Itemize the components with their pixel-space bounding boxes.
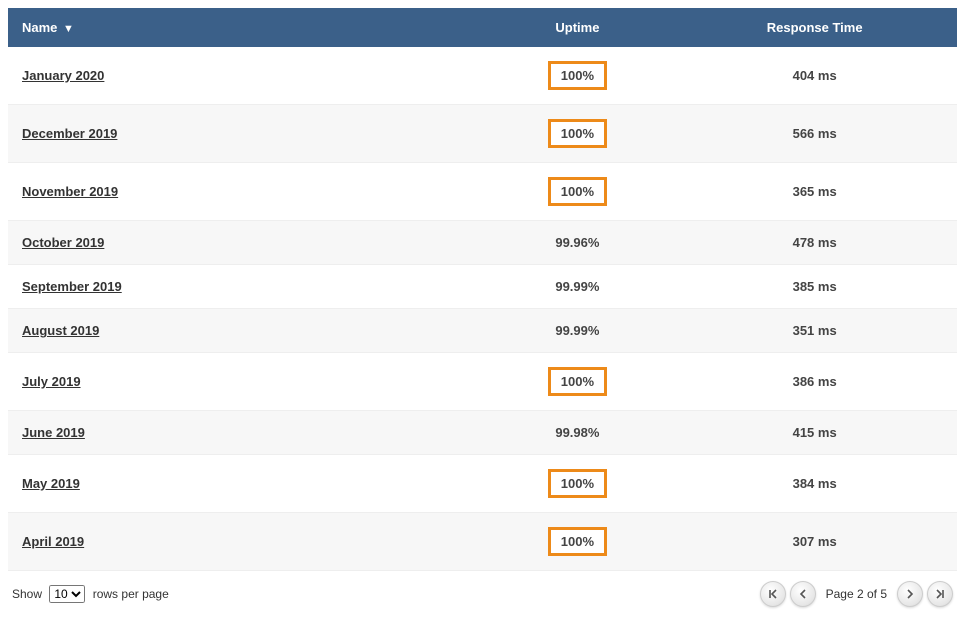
month-link[interactable]: December 2019 — [22, 126, 117, 141]
pager-prev-button[interactable] — [790, 581, 816, 607]
cell-uptime: 100% — [483, 105, 673, 163]
prev-page-icon — [797, 588, 809, 600]
cell-response: 566 ms — [672, 105, 957, 163]
cell-name: June 2019 — [8, 411, 483, 455]
pager-first-button[interactable] — [760, 581, 786, 607]
cell-name: November 2019 — [8, 163, 483, 221]
table-row: July 2019 100% 386 ms — [8, 353, 957, 411]
response-value: 351 ms — [793, 323, 837, 338]
cell-response: 385 ms — [672, 265, 957, 309]
column-header-response-label: Response Time — [767, 20, 863, 35]
cell-response: 478 ms — [672, 221, 957, 265]
uptime-value: 99.98% — [555, 425, 599, 440]
uptime-highlight-box: 100% — [548, 469, 607, 498]
month-link[interactable]: August 2019 — [22, 323, 99, 338]
pager-page-text: Page 2 of 5 — [826, 587, 887, 601]
table-body: January 2020 100% 404 ms December 2019 100% 5… — [8, 47, 957, 571]
uptime-highlight-box: 100% — [548, 177, 607, 206]
response-value: 566 ms — [793, 126, 837, 141]
column-header-name[interactable]: Name ▼ — [8, 8, 483, 47]
uptime-value: 99.99% — [555, 323, 599, 338]
rows-per-page-select[interactable]: 10 — [49, 585, 85, 603]
cell-uptime: 99.99% — [483, 265, 673, 309]
month-link[interactable]: January 2020 — [22, 68, 104, 83]
cell-name: January 2020 — [8, 47, 483, 105]
show-label-post: rows per page — [93, 587, 169, 601]
table-header-row: Name ▼ Uptime Response Time — [8, 8, 957, 47]
show-label-pre: Show — [12, 587, 42, 601]
column-header-uptime[interactable]: Uptime — [483, 8, 673, 47]
table-footer: Show 10 rows per page Page 2 of 5 — [8, 571, 957, 611]
month-link[interactable]: April 2019 — [22, 534, 84, 549]
cell-name: May 2019 — [8, 455, 483, 513]
sort-desc-icon: ▼ — [63, 23, 74, 35]
table-row: December 2019 100% 566 ms — [8, 105, 957, 163]
month-link[interactable]: September 2019 — [22, 279, 122, 294]
cell-uptime: 100% — [483, 353, 673, 411]
table-row: November 2019 100% 365 ms — [8, 163, 957, 221]
response-value: 385 ms — [793, 279, 837, 294]
response-value: 365 ms — [793, 184, 837, 199]
column-header-name-label: Name — [22, 20, 57, 35]
table-row: August 2019 99.99% 351 ms — [8, 309, 957, 353]
table-row: May 2019 100% 384 ms — [8, 455, 957, 513]
cell-response: 365 ms — [672, 163, 957, 221]
cell-name: August 2019 — [8, 309, 483, 353]
response-value: 384 ms — [793, 476, 837, 491]
cell-name: October 2019 — [8, 221, 483, 265]
table-row: June 2019 99.98% 415 ms — [8, 411, 957, 455]
response-value: 478 ms — [793, 235, 837, 250]
cell-response: 404 ms — [672, 47, 957, 105]
uptime-highlight-box: 100% — [548, 527, 607, 556]
uptime-highlight-box: 100% — [548, 367, 607, 396]
month-link[interactable]: June 2019 — [22, 425, 85, 440]
last-page-icon — [934, 588, 946, 600]
cell-uptime: 99.99% — [483, 309, 673, 353]
next-page-icon — [904, 588, 916, 600]
cell-uptime: 99.98% — [483, 411, 673, 455]
uptime-highlight-box: 100% — [548, 119, 607, 148]
cell-response: 307 ms — [672, 513, 957, 571]
cell-uptime: 100% — [483, 47, 673, 105]
response-value: 415 ms — [793, 425, 837, 440]
table-row: September 2019 99.99% 385 ms — [8, 265, 957, 309]
cell-name: July 2019 — [8, 353, 483, 411]
cell-uptime: 100% — [483, 513, 673, 571]
first-page-icon — [767, 588, 779, 600]
table-row: April 2019 100% 307 ms — [8, 513, 957, 571]
pager: Page 2 of 5 — [760, 581, 953, 607]
month-link[interactable]: October 2019 — [22, 235, 104, 250]
response-value: 404 ms — [793, 68, 837, 83]
uptime-highlight-box: 100% — [548, 61, 607, 90]
column-header-response[interactable]: Response Time — [672, 8, 957, 47]
rows-per-page-control: Show 10 rows per page — [12, 585, 169, 603]
cell-name: April 2019 — [8, 513, 483, 571]
uptime-value: 99.99% — [555, 279, 599, 294]
month-link[interactable]: July 2019 — [22, 374, 81, 389]
response-value: 307 ms — [793, 534, 837, 549]
cell-response: 351 ms — [672, 309, 957, 353]
pager-next-button[interactable] — [897, 581, 923, 607]
response-value: 386 ms — [793, 374, 837, 389]
cell-response: 415 ms — [672, 411, 957, 455]
column-header-uptime-label: Uptime — [555, 20, 599, 35]
cell-response: 386 ms — [672, 353, 957, 411]
cell-uptime: 100% — [483, 163, 673, 221]
table-row: October 2019 99.96% 478 ms — [8, 221, 957, 265]
cell-response: 384 ms — [672, 455, 957, 513]
uptime-table: Name ▼ Uptime Response Time January 2020… — [8, 8, 957, 571]
cell-uptime: 100% — [483, 455, 673, 513]
month-link[interactable]: May 2019 — [22, 476, 80, 491]
uptime-value: 99.96% — [555, 235, 599, 250]
month-link[interactable]: November 2019 — [22, 184, 118, 199]
cell-uptime: 99.96% — [483, 221, 673, 265]
pager-last-button[interactable] — [927, 581, 953, 607]
cell-name: December 2019 — [8, 105, 483, 163]
cell-name: September 2019 — [8, 265, 483, 309]
table-row: January 2020 100% 404 ms — [8, 47, 957, 105]
